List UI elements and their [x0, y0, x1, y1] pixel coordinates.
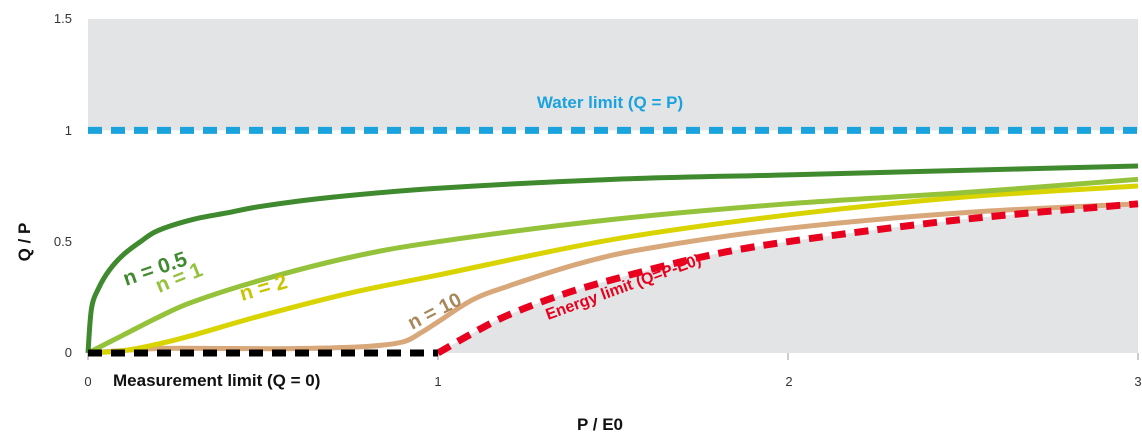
series-line-n-0-5: [85, 163, 1139, 354]
n-10-label: n = 10: [404, 289, 465, 335]
measurement-limit-label: Measurement limit (Q = 0): [113, 371, 320, 390]
x-axis-title: P / E0: [577, 415, 623, 434]
y-tick-label: 1: [65, 123, 72, 138]
x-tick-marks: [87, 353, 1139, 360]
series-line-n-10: [87, 201, 1139, 356]
y-tick-label: 0: [65, 345, 72, 360]
y-tick-label: 0.5: [54, 234, 72, 249]
x-tick-label: 1: [434, 374, 441, 389]
series-layer: [85, 126, 1139, 357]
shaded-background: [88, 19, 1138, 353]
y-tick-labels: 0 0.5 1 1.5: [54, 11, 72, 360]
series-line-n-1: [86, 176, 1139, 356]
n-2-label: n = 2: [237, 270, 290, 305]
x-tick-labels: 0 1 2 3: [84, 374, 1141, 389]
y-tick-label: 1.5: [54, 11, 72, 26]
series-line-n-2: [87, 183, 1139, 356]
x-tick-label: 2: [785, 374, 792, 389]
water-limit-label: Water limit (Q = P): [537, 93, 683, 112]
x-tick-label: 0: [84, 374, 91, 389]
x-tick-label: 3: [1134, 374, 1141, 389]
y-axis-title: Q / P: [15, 223, 34, 262]
